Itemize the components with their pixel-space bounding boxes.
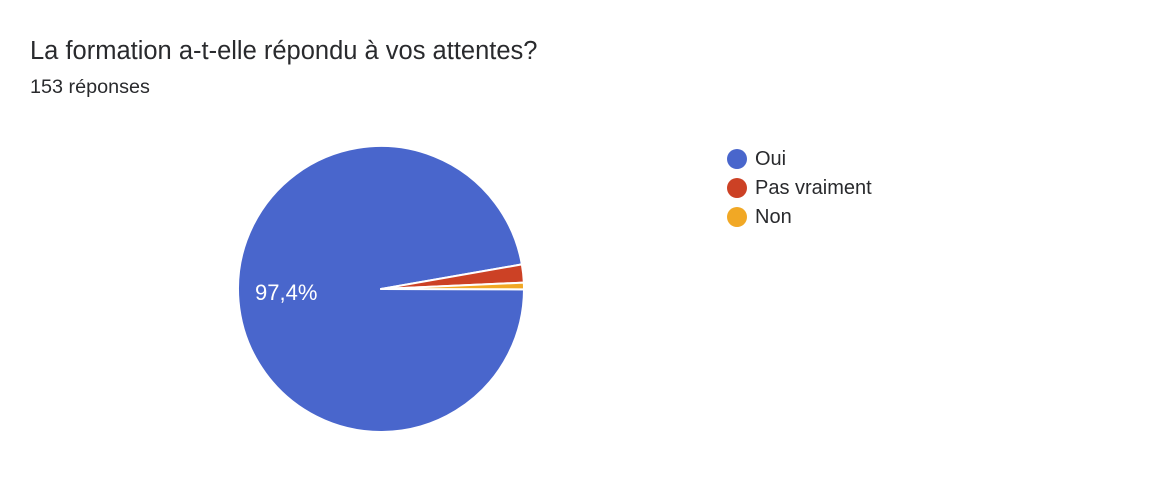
svg-text:97,4%: 97,4% xyxy=(255,280,317,305)
